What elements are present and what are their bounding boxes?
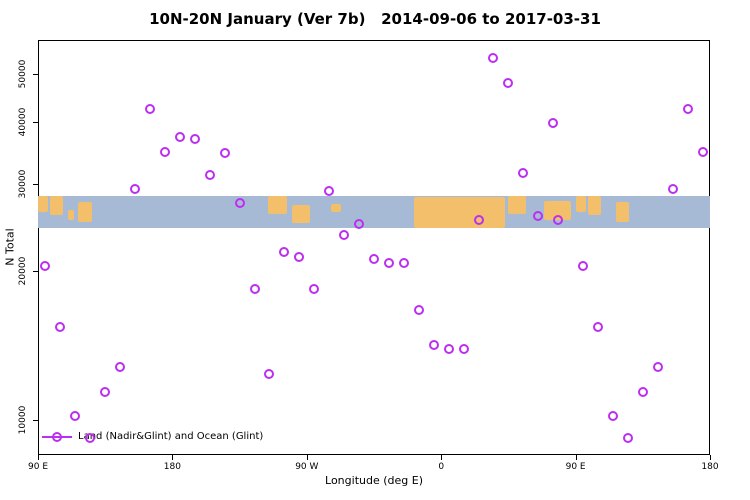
scatter-point: [145, 104, 155, 115]
scatter-point: [369, 253, 379, 264]
scatter-point: [637, 386, 648, 397]
scatter-point: [70, 410, 81, 421]
scatter-point: [652, 362, 663, 372]
x-tick-label: 90 E: [565, 462, 586, 472]
scatter-point: [219, 148, 230, 159]
y-tick-label: 10000: [18, 405, 28, 435]
legend-line-symbol: [42, 431, 72, 442]
scatter-point: [443, 344, 454, 355]
scatter-point: [697, 147, 708, 157]
scatter-point: [488, 52, 499, 63]
x-tick-label: 180: [701, 462, 719, 472]
scatter-point: [607, 410, 618, 421]
scatter-point: [354, 218, 365, 229]
scatter-point: [518, 168, 529, 179]
y-tick-label: 40000: [18, 107, 28, 137]
scatter-point: [682, 104, 693, 115]
scatter-point: [458, 344, 469, 355]
x-axis-title: Longitude (deg E): [325, 474, 423, 487]
x-tick: [306, 455, 308, 460]
chart-title: 10N-20N January (Ver 7b) 2014-09-06 to 2…: [149, 10, 601, 28]
land-patch: [615, 202, 630, 222]
y-axis-title: N Total: [3, 228, 17, 266]
x-tick: [172, 455, 174, 460]
legend-label: Land (Nadir&Glint) and Ocean (Glint): [78, 431, 264, 442]
land-patch: [267, 195, 288, 214]
land-patch: [414, 197, 506, 229]
y-tick-label: 30000: [18, 169, 28, 199]
x-tick: [441, 455, 443, 460]
land-patch: [78, 202, 92, 222]
scatter-point: [249, 283, 260, 294]
x-tick: [38, 455, 39, 460]
land-patch: [508, 195, 527, 214]
x-tick: [710, 455, 711, 460]
legend: Land (Nadir&Glint) and Ocean (Glint): [42, 431, 263, 442]
map-band: [38, 195, 710, 229]
land-patch: [575, 195, 587, 212]
scatter-point: [622, 432, 633, 443]
scatter-point: [309, 283, 320, 294]
scatter-point: [159, 147, 170, 157]
land-patch: [544, 200, 572, 221]
scatter-point: [503, 77, 514, 88]
x-tick: [575, 455, 577, 460]
land-patch: [330, 203, 342, 212]
land-patch: [587, 195, 601, 216]
x-tick-label: 180: [163, 462, 181, 472]
y-tick: [33, 122, 38, 124]
scatter-point: [398, 257, 409, 268]
scatter-point: [85, 432, 96, 443]
land-patch: [291, 205, 310, 224]
scatter-point: [204, 170, 215, 181]
scatter-point: [279, 246, 290, 257]
y-tick: [33, 271, 38, 273]
y-tick-label: 20000: [18, 256, 28, 286]
scatter-point: [383, 257, 394, 268]
scatter-point: [339, 229, 350, 240]
y-tick-label: 50000: [18, 59, 28, 89]
scatter-point: [130, 183, 141, 194]
scatter-point: [473, 214, 484, 225]
scatter-point: [578, 260, 589, 271]
scatter-point: [55, 322, 66, 333]
land-patch: [49, 195, 64, 216]
scatter-point: [428, 339, 439, 350]
x-tick-label: 0: [438, 462, 445, 472]
scatter-point: [294, 251, 305, 262]
x-tick-label: 90 W: [295, 462, 319, 472]
scatter-point: [533, 211, 544, 222]
scatter-point: [115, 362, 126, 372]
scatter-point: [593, 322, 603, 333]
y-tick: [33, 420, 38, 422]
scatter-point: [100, 386, 111, 397]
legend-point-icon: [52, 431, 62, 442]
scatter-point: [40, 260, 51, 271]
scatter-point: [548, 118, 559, 129]
scatter-point: [413, 304, 424, 315]
y-tick: [33, 183, 38, 185]
scatter-point: [174, 131, 185, 142]
scatter-point: [667, 183, 678, 194]
land-patch: [38, 195, 49, 212]
scatter-point: [264, 368, 275, 379]
scatter-point: [324, 186, 335, 197]
scatter-point: [234, 198, 245, 209]
land-patch: [67, 210, 74, 221]
scatter-point: [189, 134, 200, 145]
plot-area: [38, 40, 710, 455]
x-tick-label: 90 E: [28, 462, 48, 472]
y-tick: [33, 74, 38, 76]
scatter-point: [552, 214, 563, 225]
